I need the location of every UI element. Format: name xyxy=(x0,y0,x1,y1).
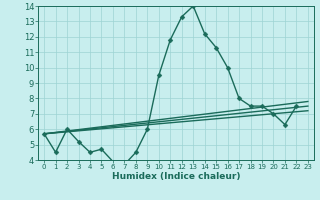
X-axis label: Humidex (Indice chaleur): Humidex (Indice chaleur) xyxy=(112,172,240,181)
